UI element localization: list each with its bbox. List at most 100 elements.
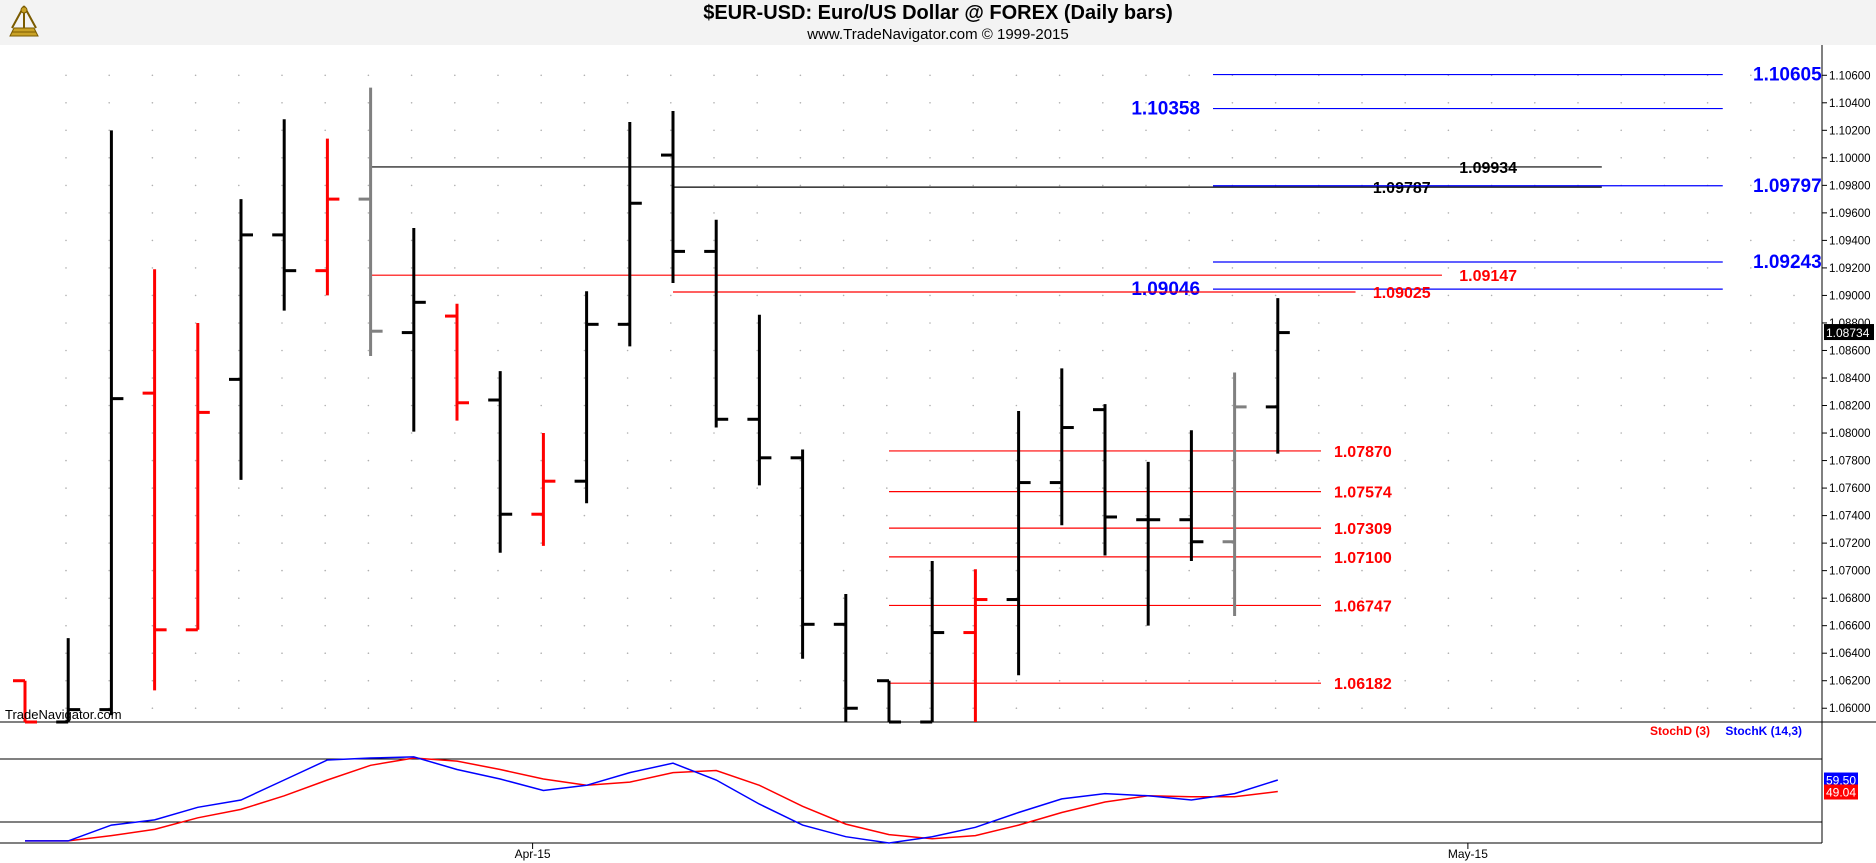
grid-dot — [670, 707, 672, 709]
grid-dot — [799, 184, 802, 187]
grid-dot — [1318, 349, 1320, 352]
grid-dot — [583, 212, 586, 214]
grid-dot — [454, 707, 456, 709]
grid-dot — [842, 267, 845, 269]
grid-dot — [670, 652, 672, 654]
grid-dot — [194, 404, 197, 407]
grid-dot — [1793, 624, 1795, 627]
grid-dot — [1490, 129, 1493, 132]
grid-dot — [1706, 404, 1709, 407]
grid-dot — [1361, 129, 1363, 132]
grid-dot — [1750, 322, 1752, 324]
grid-dot — [1620, 459, 1622, 462]
grid-dot — [65, 514, 67, 517]
grid-dot — [1015, 487, 1018, 489]
grid-dot — [842, 322, 845, 324]
grid-dot — [1145, 184, 1147, 187]
grid-dot — [713, 294, 715, 297]
grid-dot — [1231, 652, 1234, 654]
grid-dot — [1577, 129, 1579, 132]
grid-dot — [1102, 569, 1104, 572]
grid-dot — [410, 74, 413, 77]
grid-dot — [238, 184, 240, 187]
grid-dot — [799, 294, 802, 297]
grid-dot — [1015, 377, 1018, 379]
grid-dot — [1663, 597, 1666, 599]
grid-dot — [454, 404, 456, 407]
grid-dot — [1793, 459, 1795, 462]
grid-dot — [1793, 487, 1795, 489]
grid-dot — [1447, 624, 1450, 627]
grid-dot — [324, 377, 327, 379]
grid-dot — [410, 542, 413, 544]
grid-dot — [626, 377, 629, 379]
grid-dot — [799, 129, 802, 132]
grid-dot — [108, 377, 110, 379]
grid-dot — [1058, 102, 1061, 104]
grid-dot — [1793, 349, 1795, 352]
grid-dot — [540, 707, 542, 709]
grid-dot — [1058, 624, 1061, 627]
grid-dot — [281, 294, 283, 297]
sextant-logo-icon — [9, 5, 39, 37]
grid-dot — [1620, 707, 1622, 709]
grid-dot — [713, 157, 715, 159]
grid-dot — [1361, 267, 1363, 269]
grid-dot — [454, 514, 456, 517]
grid-dot — [497, 459, 499, 462]
grid-dot — [1490, 377, 1493, 379]
grid-dot — [670, 514, 672, 517]
grid-dot — [1577, 542, 1579, 544]
grid-dot — [540, 349, 542, 352]
ohlc-bar — [358, 87, 383, 356]
grid-dot — [108, 679, 110, 682]
grid-dot — [410, 212, 413, 214]
grid-dot — [929, 542, 931, 544]
ohlc-bar — [790, 449, 815, 659]
ohlc-bar — [229, 199, 253, 480]
grid-dot — [1490, 707, 1493, 709]
grid-dot — [886, 432, 888, 434]
grid-dot — [108, 239, 110, 242]
grid-dot — [1663, 157, 1666, 159]
grid-dot — [583, 239, 586, 242]
grid-dot — [367, 294, 370, 297]
grid-dot — [1706, 542, 1709, 544]
grid-dot — [1663, 377, 1666, 379]
grid-dot — [972, 597, 974, 599]
grid-dot — [1404, 652, 1406, 654]
grid-dot — [367, 624, 370, 627]
grid-dot — [1534, 569, 1536, 572]
stoch-d-value-box — [1824, 784, 1858, 800]
grid-dot — [1102, 707, 1104, 709]
grid-dot — [842, 404, 845, 407]
grid-dot — [799, 102, 802, 104]
grid-dot — [756, 267, 758, 269]
ohlc-bar — [99, 130, 124, 716]
grid-dot — [1793, 377, 1795, 379]
grid-dot — [194, 459, 197, 462]
grid-dot — [151, 679, 154, 682]
grid-dot — [1102, 267, 1104, 269]
grid-dot — [1447, 267, 1450, 269]
grid-dot — [324, 597, 327, 599]
grid-dot — [324, 514, 327, 517]
grid-dot — [670, 102, 672, 104]
grid-dot — [756, 679, 758, 682]
grid-dot — [540, 404, 542, 407]
grid-dot — [324, 569, 327, 572]
grid-dot — [324, 212, 327, 214]
grid-dot — [1274, 597, 1277, 599]
grid-dot — [972, 322, 974, 324]
grid-dot — [151, 377, 154, 379]
grid-dot — [367, 432, 370, 434]
grid-dot — [713, 102, 715, 104]
price-level-label: 1.09046 — [1131, 279, 1200, 300]
grid-dot — [65, 542, 67, 544]
price-level-label: 1.09787 — [1373, 180, 1431, 197]
grid-dot — [108, 514, 110, 517]
grid-dot — [1145, 74, 1147, 77]
grid-dot — [1145, 597, 1147, 599]
grid-dot — [1534, 377, 1536, 379]
grid-dot — [1318, 569, 1320, 572]
